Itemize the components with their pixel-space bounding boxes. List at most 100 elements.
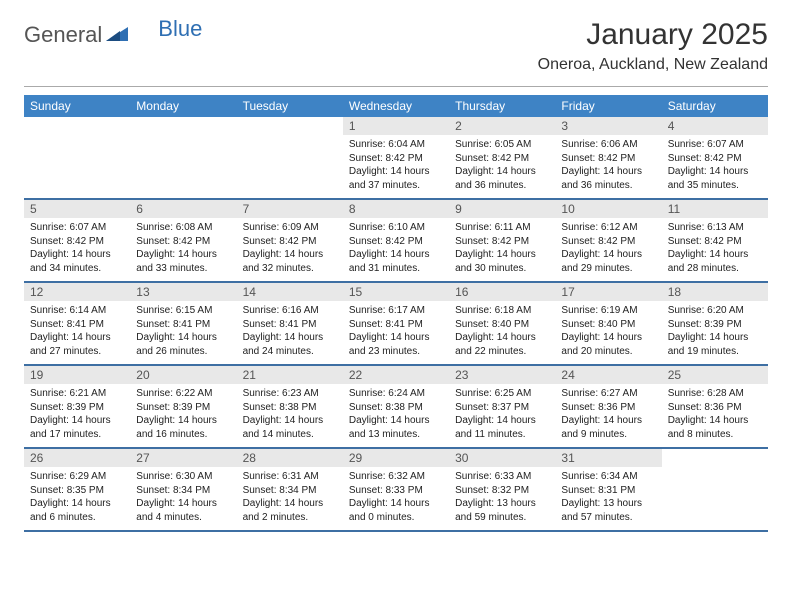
day-number: 29 — [343, 449, 449, 467]
daylight-text: and 29 minutes. — [561, 262, 655, 276]
day-number: 12 — [24, 283, 130, 301]
day-body: Sunrise: 6:09 AMSunset: 8:42 PMDaylight:… — [237, 218, 343, 281]
daylight-text: and 2 minutes. — [243, 511, 337, 525]
day-number: 19 — [24, 366, 130, 384]
day-body: Sunrise: 6:15 AMSunset: 8:41 PMDaylight:… — [130, 301, 236, 364]
daylight-text: Daylight: 14 hours — [561, 165, 655, 179]
day-body: Sunrise: 6:07 AMSunset: 8:42 PMDaylight:… — [24, 218, 130, 281]
sunrise-text: Sunrise: 6:34 AM — [561, 470, 655, 484]
calendar-cell: 31Sunrise: 6:34 AMSunset: 8:31 PMDayligh… — [555, 448, 661, 531]
daylight-text: Daylight: 14 hours — [243, 497, 337, 511]
day-body: Sunrise: 6:11 AMSunset: 8:42 PMDaylight:… — [449, 218, 555, 281]
sunrise-text: Sunrise: 6:09 AM — [243, 221, 337, 235]
day-body: Sunrise: 6:23 AMSunset: 8:38 PMDaylight:… — [237, 384, 343, 447]
sunrise-text: Sunrise: 6:12 AM — [561, 221, 655, 235]
sunrise-text: Sunrise: 6:24 AM — [349, 387, 443, 401]
day-body: Sunrise: 6:31 AMSunset: 8:34 PMDaylight:… — [237, 467, 343, 530]
day-body: Sunrise: 6:05 AMSunset: 8:42 PMDaylight:… — [449, 135, 555, 198]
calendar-week-row: 1Sunrise: 6:04 AMSunset: 8:42 PMDaylight… — [24, 117, 768, 199]
daylight-text: Daylight: 14 hours — [561, 331, 655, 345]
daylight-text: and 32 minutes. — [243, 262, 337, 276]
daylight-text: Daylight: 14 hours — [349, 165, 443, 179]
calendar-cell: 12Sunrise: 6:14 AMSunset: 8:41 PMDayligh… — [24, 282, 130, 365]
horizontal-rule — [24, 86, 768, 87]
day-body: Sunrise: 6:12 AMSunset: 8:42 PMDaylight:… — [555, 218, 661, 281]
daylight-text: and 31 minutes. — [349, 262, 443, 276]
sunset-text: Sunset: 8:42 PM — [243, 235, 337, 249]
sunset-text: Sunset: 8:32 PM — [455, 484, 549, 498]
sunset-text: Sunset: 8:42 PM — [668, 152, 762, 166]
sunset-text: Sunset: 8:40 PM — [455, 318, 549, 332]
daylight-text: Daylight: 14 hours — [136, 248, 230, 262]
calendar-week-row: 26Sunrise: 6:29 AMSunset: 8:35 PMDayligh… — [24, 448, 768, 531]
day-number: 7 — [237, 200, 343, 218]
sunrise-text: Sunrise: 6:22 AM — [136, 387, 230, 401]
daylight-text: and 19 minutes. — [668, 345, 762, 359]
calendar-cell: 19Sunrise: 6:21 AMSunset: 8:39 PMDayligh… — [24, 365, 130, 448]
daylight-text: and 0 minutes. — [349, 511, 443, 525]
day-number: 14 — [237, 283, 343, 301]
daylight-text: Daylight: 14 hours — [668, 414, 762, 428]
sunset-text: Sunset: 8:39 PM — [668, 318, 762, 332]
sunset-text: Sunset: 8:41 PM — [136, 318, 230, 332]
daylight-text: and 14 minutes. — [243, 428, 337, 442]
sunset-text: Sunset: 8:36 PM — [561, 401, 655, 415]
daylight-text: and 57 minutes. — [561, 511, 655, 525]
sunset-text: Sunset: 8:41 PM — [349, 318, 443, 332]
weekday-header: Saturday — [662, 95, 768, 117]
day-number: 23 — [449, 366, 555, 384]
day-number: 22 — [343, 366, 449, 384]
weekday-header: Thursday — [449, 95, 555, 117]
logo-text-general: General — [24, 22, 102, 48]
daylight-text: Daylight: 14 hours — [668, 248, 762, 262]
day-body: Sunrise: 6:27 AMSunset: 8:36 PMDaylight:… — [555, 384, 661, 447]
day-number: 4 — [662, 117, 768, 135]
daylight-text: Daylight: 14 hours — [349, 414, 443, 428]
calendar-cell: 1Sunrise: 6:04 AMSunset: 8:42 PMDaylight… — [343, 117, 449, 199]
daylight-text: Daylight: 14 hours — [136, 331, 230, 345]
sunrise-text: Sunrise: 6:19 AM — [561, 304, 655, 318]
day-body: Sunrise: 6:33 AMSunset: 8:32 PMDaylight:… — [449, 467, 555, 530]
day-body: Sunrise: 6:34 AMSunset: 8:31 PMDaylight:… — [555, 467, 661, 530]
calendar-cell: 6Sunrise: 6:08 AMSunset: 8:42 PMDaylight… — [130, 199, 236, 282]
daylight-text: and 37 minutes. — [349, 179, 443, 193]
calendar-cell: 4Sunrise: 6:07 AMSunset: 8:42 PMDaylight… — [662, 117, 768, 199]
day-number: 6 — [130, 200, 236, 218]
daylight-text: Daylight: 14 hours — [455, 248, 549, 262]
day-number: 3 — [555, 117, 661, 135]
sunset-text: Sunset: 8:42 PM — [455, 152, 549, 166]
day-body: Sunrise: 6:17 AMSunset: 8:41 PMDaylight:… — [343, 301, 449, 364]
sunrise-text: Sunrise: 6:05 AM — [455, 138, 549, 152]
sunset-text: Sunset: 8:42 PM — [30, 235, 124, 249]
day-number: 18 — [662, 283, 768, 301]
sunset-text: Sunset: 8:36 PM — [668, 401, 762, 415]
day-number: 10 — [555, 200, 661, 218]
day-number: 5 — [24, 200, 130, 218]
calendar-cell: 28Sunrise: 6:31 AMSunset: 8:34 PMDayligh… — [237, 448, 343, 531]
sunrise-text: Sunrise: 6:08 AM — [136, 221, 230, 235]
logo-text-blue: Blue — [158, 16, 202, 42]
day-body: Sunrise: 6:14 AMSunset: 8:41 PMDaylight:… — [24, 301, 130, 364]
day-body: Sunrise: 6:08 AMSunset: 8:42 PMDaylight:… — [130, 218, 236, 281]
daylight-text: and 34 minutes. — [30, 262, 124, 276]
day-number: 25 — [662, 366, 768, 384]
sunset-text: Sunset: 8:42 PM — [561, 235, 655, 249]
calendar-cell: 30Sunrise: 6:33 AMSunset: 8:32 PMDayligh… — [449, 448, 555, 531]
sunrise-text: Sunrise: 6:15 AM — [136, 304, 230, 318]
daylight-text: and 20 minutes. — [561, 345, 655, 359]
calendar-cell: 14Sunrise: 6:16 AMSunset: 8:41 PMDayligh… — [237, 282, 343, 365]
sunset-text: Sunset: 8:42 PM — [349, 235, 443, 249]
daylight-text: Daylight: 14 hours — [243, 248, 337, 262]
weekday-header: Friday — [555, 95, 661, 117]
sunset-text: Sunset: 8:39 PM — [136, 401, 230, 415]
daylight-text: Daylight: 14 hours — [349, 497, 443, 511]
daylight-text: and 36 minutes. — [561, 179, 655, 193]
sunset-text: Sunset: 8:37 PM — [455, 401, 549, 415]
daylight-text: Daylight: 14 hours — [349, 248, 443, 262]
calendar-week-row: 5Sunrise: 6:07 AMSunset: 8:42 PMDaylight… — [24, 199, 768, 282]
sunset-text: Sunset: 8:42 PM — [136, 235, 230, 249]
calendar-cell — [662, 448, 768, 531]
calendar-cell: 22Sunrise: 6:24 AMSunset: 8:38 PMDayligh… — [343, 365, 449, 448]
daylight-text: Daylight: 14 hours — [243, 331, 337, 345]
calendar-cell: 26Sunrise: 6:29 AMSunset: 8:35 PMDayligh… — [24, 448, 130, 531]
